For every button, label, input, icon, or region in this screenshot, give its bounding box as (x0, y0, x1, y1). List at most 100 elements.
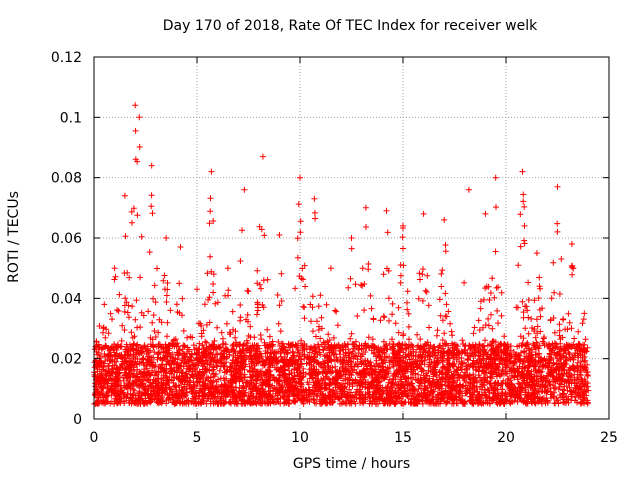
data-point (493, 204, 499, 211)
data-point (369, 336, 376, 343)
data-point (531, 297, 538, 304)
data-point (506, 386, 513, 393)
data-point (520, 191, 527, 198)
data-point (289, 376, 296, 383)
data-point (347, 275, 354, 282)
data-point (239, 227, 245, 234)
data-point (428, 384, 435, 391)
data-point (548, 295, 555, 302)
data-point (332, 307, 338, 314)
data-point (298, 356, 305, 363)
data-point (433, 400, 440, 407)
data-point (459, 337, 466, 344)
data-point (218, 329, 225, 336)
data-point (371, 363, 378, 370)
data-point (311, 348, 318, 354)
data-point (581, 388, 588, 395)
data-point (528, 381, 535, 388)
data-point (352, 400, 359, 407)
data-point (477, 298, 484, 305)
data-point (441, 330, 448, 337)
data-point (380, 313, 387, 320)
data-point (486, 389, 493, 396)
data-point (151, 328, 158, 334)
data-point (485, 315, 492, 322)
data-point (164, 280, 171, 286)
data-point (354, 313, 361, 319)
data-point (404, 382, 411, 389)
data-point (584, 361, 591, 368)
data-point (200, 357, 207, 364)
data-point (114, 370, 121, 377)
data-point (237, 317, 244, 324)
data-point (356, 342, 363, 349)
data-point (108, 392, 115, 399)
data-point (198, 322, 205, 329)
data-point (498, 312, 505, 319)
data-point (193, 375, 200, 382)
data-point (525, 382, 532, 389)
data-point (197, 387, 204, 394)
data-point (268, 393, 275, 400)
data-point (266, 333, 273, 340)
data-point (247, 323, 254, 330)
data-point (581, 341, 588, 348)
data-point (291, 399, 298, 406)
data-point (300, 373, 307, 380)
data-point (201, 301, 208, 308)
data-point (490, 338, 496, 345)
data-point (264, 276, 271, 283)
data-point (317, 335, 324, 342)
data-point (579, 320, 586, 327)
data-point (126, 314, 132, 321)
data-point (300, 345, 307, 351)
data-point (343, 350, 349, 357)
data-point (168, 340, 175, 347)
data-point (556, 332, 563, 339)
data-point (294, 235, 301, 242)
data-point (530, 398, 537, 405)
data-point (114, 355, 121, 362)
data-point (126, 370, 133, 376)
data-point (306, 399, 313, 405)
data-point (212, 358, 219, 365)
data-point (400, 332, 407, 339)
data-point (267, 387, 274, 394)
data-point (321, 368, 328, 375)
data-point (130, 386, 137, 393)
data-point (160, 277, 167, 284)
data-point (445, 342, 452, 349)
data-point (490, 338, 497, 345)
data-point (214, 299, 221, 306)
data-point (211, 337, 218, 344)
data-point (349, 348, 356, 355)
data-point (352, 360, 359, 367)
data-point (277, 350, 284, 357)
data-point (500, 377, 507, 384)
data-point (189, 361, 196, 368)
data-point (439, 317, 446, 324)
data-point (511, 397, 518, 404)
data-point (365, 360, 372, 367)
data-point (309, 293, 316, 300)
data-point (528, 315, 535, 322)
data-point (123, 394, 130, 401)
data-point (355, 350, 362, 357)
data-point (455, 372, 462, 379)
data-point (319, 399, 326, 406)
data-point (409, 380, 416, 387)
data-point (501, 333, 508, 340)
data-point (184, 334, 191, 341)
data-point (543, 389, 550, 396)
data-point (444, 357, 451, 364)
data-point (365, 334, 372, 341)
data-point (262, 350, 269, 357)
data-point (173, 301, 180, 308)
data-point (207, 195, 214, 202)
data-point (550, 315, 557, 321)
data-point (207, 374, 214, 381)
data-point (237, 302, 244, 308)
data-point (232, 366, 239, 373)
data-point (345, 284, 352, 291)
data-point (210, 218, 217, 224)
